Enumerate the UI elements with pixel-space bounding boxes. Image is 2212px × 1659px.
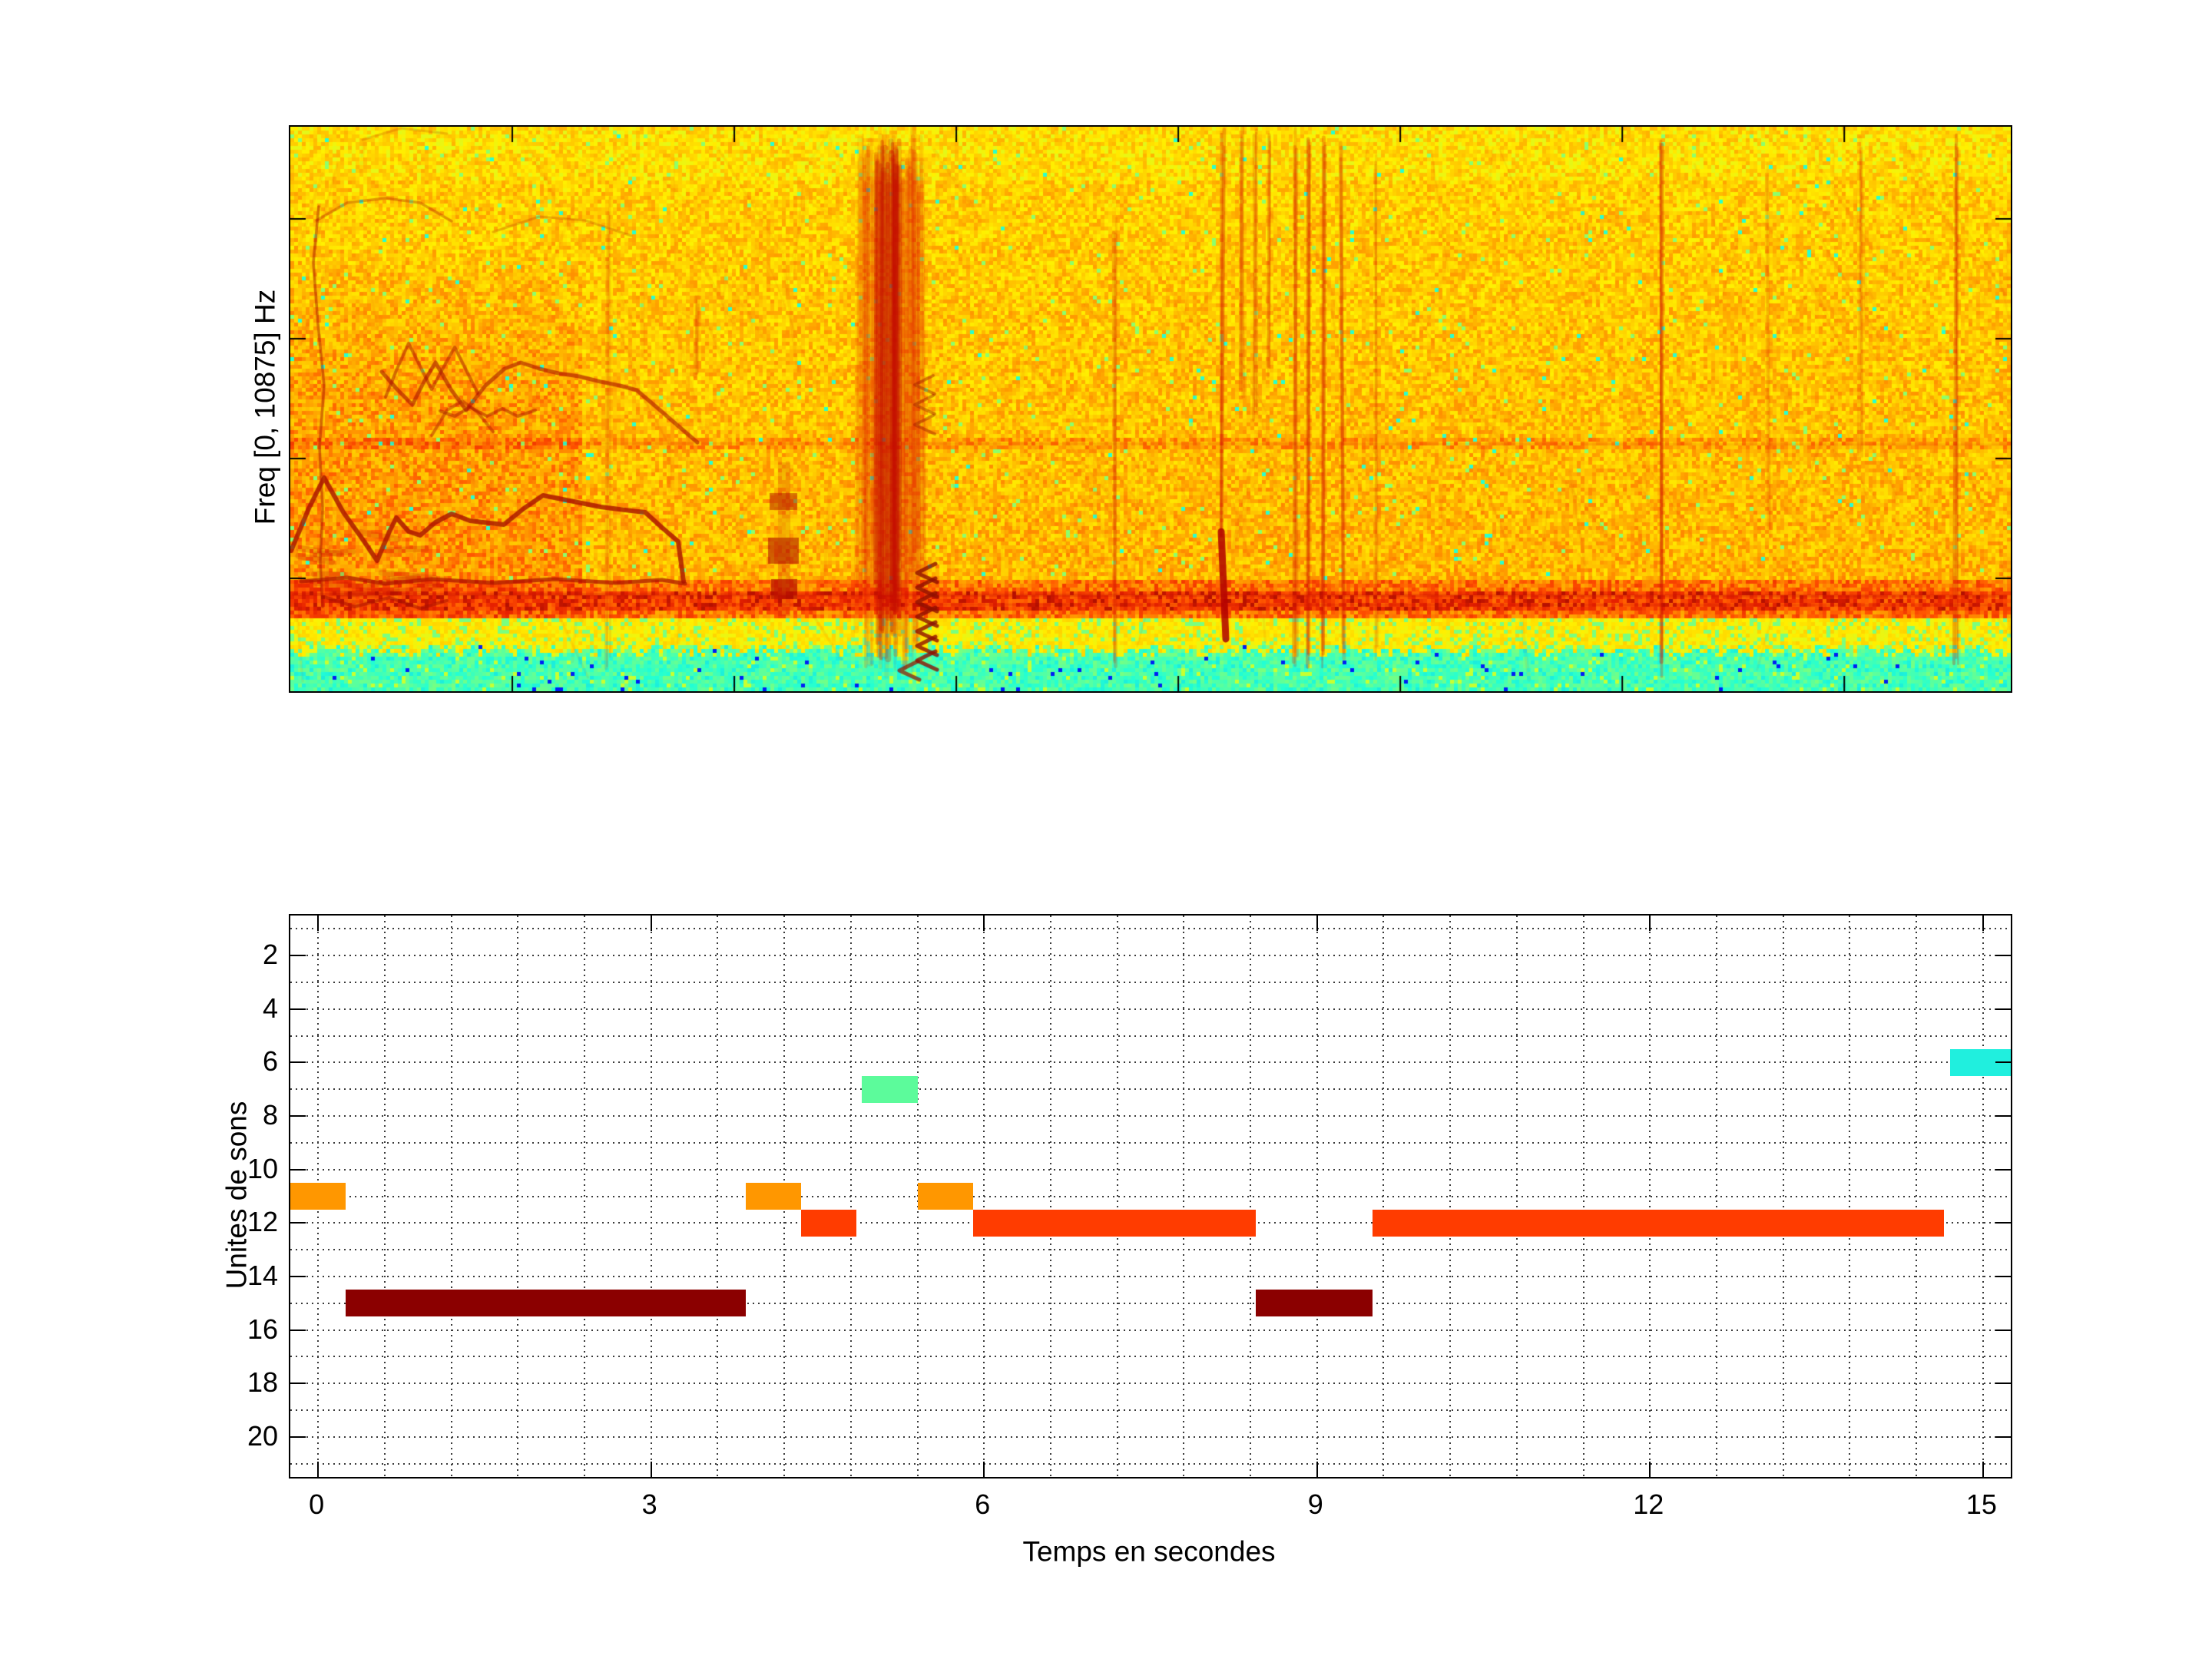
y-tick-mark — [290, 1382, 306, 1385]
grid-line-horizontal — [290, 928, 2011, 930]
y-tick-mark — [290, 1222, 306, 1224]
x-tick-mark — [1316, 1462, 1318, 1477]
x-tick-mark — [1649, 1462, 1651, 1477]
grid-line-horizontal — [290, 1035, 2011, 1037]
y-tick-label: 8 — [262, 1099, 278, 1131]
x-tick-label: 15 — [1965, 1488, 1997, 1520]
x-tick-mark — [1316, 916, 1318, 931]
y-tick-mark — [290, 1008, 306, 1010]
sound-unit-segment — [800, 1209, 857, 1237]
y-tick-mark — [1995, 1382, 2011, 1385]
y-tick-mark — [1995, 1329, 2011, 1331]
x-tick-label: 12 — [1633, 1488, 1664, 1520]
sound-unit-segment — [1256, 1290, 1373, 1317]
grid-line-horizontal — [290, 982, 2011, 984]
spectrogram-plot — [289, 125, 2012, 693]
spectrogram-y-axis-label: Freq [0, 10875] Hz — [249, 289, 281, 525]
y-tick-mark — [1995, 955, 2011, 957]
grid-line-horizontal — [290, 1382, 2011, 1385]
x-tick-label: 6 — [975, 1488, 991, 1520]
x-tick-mark — [650, 1462, 652, 1477]
grid-line-horizontal — [290, 1249, 2011, 1251]
y-tick-mark — [290, 1168, 306, 1171]
x-tick-mark — [983, 916, 985, 931]
y-tick-mark — [1995, 1275, 2011, 1277]
y-tick-label: 4 — [262, 992, 278, 1024]
sound-unit-segment — [290, 1183, 346, 1210]
x-tick-mark — [317, 916, 320, 931]
grid-line-horizontal — [290, 955, 2011, 957]
x-tick-label: 0 — [309, 1488, 325, 1520]
x-tick-mark — [317, 1462, 320, 1477]
grid-line-horizontal — [290, 1462, 2011, 1465]
y-tick-label: 10 — [247, 1152, 278, 1184]
grid-line-horizontal — [290, 1061, 2011, 1064]
sound-units-plot — [289, 914, 2012, 1479]
grid-line-horizontal — [290, 1435, 2011, 1438]
y-tick-label: 20 — [247, 1419, 278, 1452]
sound-unit-segment — [346, 1290, 746, 1317]
y-tick-mark — [1995, 1008, 2011, 1010]
sound-unit-segment — [972, 1209, 1257, 1237]
grid-line-horizontal — [290, 1168, 2011, 1171]
y-tick-mark — [290, 1275, 306, 1277]
x-tick-mark — [650, 916, 652, 931]
y-tick-label: 2 — [262, 939, 278, 971]
y-tick-label: 16 — [247, 1313, 278, 1345]
x-tick-label: 3 — [641, 1488, 657, 1520]
grid-line-horizontal — [290, 1115, 2011, 1118]
grid-line-horizontal — [290, 1356, 2011, 1358]
grid-line-horizontal — [290, 1088, 2011, 1091]
x-tick-mark — [983, 1462, 985, 1477]
x-tick-mark — [1649, 916, 1651, 931]
y-tick-mark — [290, 1435, 306, 1438]
y-tick-mark — [1995, 1061, 2011, 1064]
x-tick-mark — [1982, 1462, 1984, 1477]
y-tick-label: 6 — [262, 1045, 278, 1078]
y-tick-mark — [1995, 1115, 2011, 1118]
grid-line-horizontal — [290, 1409, 2011, 1411]
y-tick-mark — [290, 1329, 306, 1331]
y-tick-label: 18 — [247, 1366, 278, 1399]
y-tick-label: 12 — [247, 1206, 278, 1238]
sound-unit-segment — [862, 1075, 918, 1103]
spectrogram-image — [290, 127, 2011, 691]
sound-unit-segment — [917, 1183, 973, 1210]
y-tick-mark — [290, 955, 306, 957]
grid-line-horizontal — [290, 1302, 2011, 1304]
time-x-axis-label: Temps en secondes — [1022, 1535, 1276, 1568]
y-tick-mark — [1995, 1168, 2011, 1171]
sound-unit-segment — [1373, 1209, 1945, 1237]
grid-line-horizontal — [290, 1329, 2011, 1331]
grid-line-horizontal — [290, 1275, 2011, 1277]
y-tick-mark — [290, 1115, 306, 1118]
x-tick-mark — [1982, 916, 1984, 931]
sound-unit-segment — [745, 1183, 801, 1210]
grid-line-horizontal — [290, 1141, 2011, 1144]
grid-line-horizontal — [290, 1195, 2011, 1197]
y-tick-label: 14 — [247, 1259, 278, 1291]
y-tick-mark — [1995, 1222, 2011, 1224]
y-tick-mark — [1995, 1435, 2011, 1438]
grid-line-horizontal — [290, 1008, 2011, 1010]
sound-units-y-axis-label: Unites de sons — [220, 1101, 253, 1290]
x-tick-label: 9 — [1307, 1488, 1323, 1520]
y-tick-mark — [290, 1061, 306, 1064]
